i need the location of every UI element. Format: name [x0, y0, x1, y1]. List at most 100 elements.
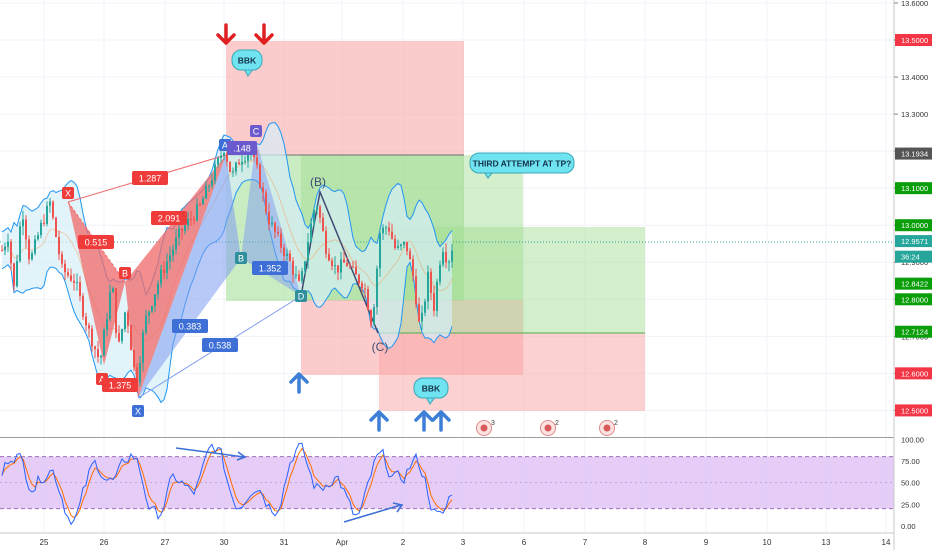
- candle-body: [313, 209, 315, 224]
- candle-body: [40, 222, 42, 235]
- sell-arrow-icon: [254, 23, 274, 45]
- callout-bubble: [413, 377, 449, 399]
- candle-body: [91, 328, 93, 347]
- candle-body: [220, 155, 222, 158]
- candle-body: [451, 250, 453, 262]
- time-tick-label: 13: [822, 538, 831, 547]
- pattern-point-label: A: [222, 141, 228, 151]
- candle-body: [241, 161, 243, 165]
- candle-body: [385, 227, 387, 229]
- candle-body: [358, 274, 360, 284]
- price-tag-label: 12.9571: [901, 237, 928, 246]
- candle-body: [307, 242, 309, 262]
- candle-body: [412, 259, 414, 277]
- callout-text: THIRD ATTEMPT AT TP?: [473, 159, 572, 169]
- candle-body: [94, 346, 96, 350]
- candle-body: [127, 312, 129, 326]
- candle-body: [283, 247, 285, 256]
- candle-body: [343, 259, 345, 263]
- ratio-label-box: [172, 319, 208, 333]
- price-tag: [895, 235, 932, 248]
- price-tag-label: 12.6000: [901, 369, 928, 378]
- harmonic-patterns: [67, 140, 379, 399]
- candle-body: [235, 162, 237, 172]
- candle-body: [61, 254, 63, 264]
- candle-body: [7, 241, 9, 247]
- candle-body: [229, 161, 231, 172]
- price-tag: [895, 147, 932, 160]
- candle-body: [34, 239, 36, 254]
- callout-bubble: [231, 49, 263, 71]
- ratio-label: .148: [233, 144, 251, 154]
- buy-arrow-icon: [369, 410, 389, 432]
- buy-arrow-icon: [431, 410, 451, 432]
- candle-body: [217, 158, 219, 165]
- candle-body: [301, 271, 303, 281]
- pattern-point-label: A: [99, 375, 105, 385]
- price-tag: [895, 219, 932, 232]
- candle-body: [133, 350, 135, 368]
- candle-body: [388, 227, 390, 232]
- bullish-pattern-right: [241, 140, 301, 296]
- candle-body: [160, 269, 162, 284]
- candle-body: [175, 237, 177, 250]
- candle-body: [211, 180, 213, 186]
- callout-bubble: [469, 152, 575, 174]
- candle-body: [109, 292, 111, 320]
- candle-body: [373, 307, 375, 325]
- candle-body: [325, 230, 327, 254]
- candle-body: [145, 315, 147, 333]
- candle-body: [205, 185, 207, 199]
- candle-body: [13, 263, 15, 287]
- candle-body: [151, 306, 153, 312]
- candle-body: [106, 319, 108, 330]
- candle-body: [37, 235, 39, 240]
- candle-body: [328, 253, 330, 261]
- candle-body: [433, 293, 435, 311]
- price-tag: [895, 182, 932, 195]
- price-tag-label: 13.5000: [901, 36, 928, 45]
- candle-body: [406, 241, 408, 252]
- candle-body: [202, 198, 204, 205]
- osc-tick-label: 0.00: [901, 522, 916, 531]
- time-tick-label: 31: [280, 538, 289, 547]
- candle-body: [331, 260, 333, 267]
- event-calendar-icon-core: [603, 424, 611, 432]
- candle-body: [178, 228, 180, 238]
- time-tick-label: 30: [220, 538, 229, 547]
- candle-body: [1, 250, 3, 252]
- candle-body: [130, 325, 132, 351]
- candle-body: [46, 205, 48, 224]
- candle-body: [442, 252, 444, 265]
- candle-body: [322, 217, 324, 231]
- osc-tick-label: 25.00: [901, 500, 920, 509]
- price-tag: [895, 367, 932, 380]
- bearish-pattern-right: [125, 155, 226, 398]
- candle-body: [4, 246, 6, 251]
- time-tick-label: 8: [643, 538, 648, 547]
- callout-text: BBK: [422, 384, 441, 394]
- ratio-label-box: [78, 235, 114, 249]
- candle-body: [448, 261, 450, 263]
- candle-body: [163, 269, 165, 274]
- candle-body: [100, 355, 102, 358]
- candle-body: [52, 201, 54, 218]
- candle-body: [421, 312, 423, 322]
- candle-body: [136, 367, 138, 383]
- time-tick-label: 9: [704, 538, 709, 547]
- candle-body: [424, 301, 426, 313]
- pattern-point-label-box: [250, 125, 262, 137]
- candle-body: [70, 275, 72, 281]
- candle-body: [280, 233, 282, 248]
- candle-body: [349, 266, 351, 268]
- candle-body: [187, 219, 189, 226]
- ratio-label-box: [252, 261, 288, 275]
- bullish-pattern-left: [138, 155, 241, 398]
- candle-body: [400, 244, 402, 246]
- event-calendar-icon-core: [480, 424, 488, 432]
- price-tag: [895, 404, 932, 417]
- candle-body: [295, 274, 297, 276]
- candle-body: [244, 160, 246, 162]
